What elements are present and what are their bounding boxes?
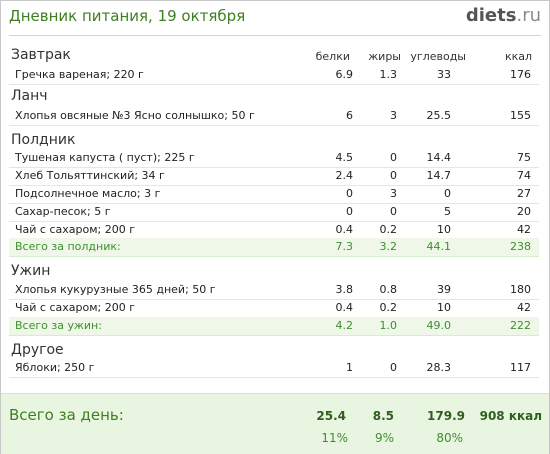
column-header-fat: жиры — [368, 50, 401, 63]
food-kcal: 117 — [510, 361, 531, 374]
food-fat: 0.2 — [379, 223, 398, 236]
meal-total-row-dinner: Всего за ужин: 4.2 1.0 49.0 222 — [9, 317, 539, 336]
total-protein: 4.2 — [335, 319, 354, 332]
food-protein: 0 — [346, 205, 353, 218]
column-header-kcal: ккал — [504, 50, 532, 63]
food-carbs: 39 — [437, 283, 451, 296]
day-total-carbs: 179.9 — [427, 409, 465, 423]
food-row: Гречка вареная; 220 г 6.9 1.3 33 176 — [9, 66, 539, 85]
food-row: Тушеная капуста ( пуст); 225 г 4.5 0 14.… — [9, 149, 539, 168]
food-name: Сахар-песок; 5 г — [15, 205, 111, 218]
food-fat: 0 — [390, 361, 397, 374]
food-carbs: 10 — [437, 223, 451, 236]
total-label: Всего за полдник: — [15, 240, 121, 253]
column-header-protein: белки — [315, 50, 350, 63]
food-name: Гречка вареная; 220 г — [15, 68, 144, 81]
food-kcal: 176 — [510, 68, 531, 81]
food-carbs: 14.7 — [426, 169, 452, 182]
food-carbs: 33 — [437, 68, 451, 81]
food-fat: 3 — [390, 109, 397, 122]
food-protein: 1 — [346, 361, 353, 374]
day-fat-percent: 9% — [374, 431, 394, 445]
food-protein: 3.8 — [335, 283, 354, 296]
day-total-fat: 8.5 — [372, 409, 394, 423]
food-carbs: 14.4 — [426, 151, 452, 164]
food-fat: 0 — [390, 151, 397, 164]
food-kcal: 20 — [517, 205, 531, 218]
food-fat: 0.2 — [379, 301, 398, 314]
total-fat: 1.0 — [379, 319, 398, 332]
page-title: Дневник питания, 19 октября — [9, 7, 246, 25]
food-name: Чай с сахаром; 200 г — [15, 301, 135, 314]
food-protein: 6.9 — [335, 68, 354, 81]
food-carbs: 25.5 — [426, 109, 452, 122]
total-label: Всего за ужин: — [15, 319, 102, 332]
food-row: Хлеб Тольяттинский; 34 г 2.4 0 14.7 74 — [9, 167, 539, 186]
food-row: Чай с сахаром; 200 г 0.4 0.2 10 42 — [9, 299, 539, 318]
food-kcal: 75 — [517, 151, 531, 164]
food-name: Яблоки; 250 г — [15, 361, 95, 374]
day-total-protein: 25.4 — [316, 409, 346, 423]
food-name: Подсолнечное масло; 3 г — [15, 187, 161, 200]
food-protein: 6 — [346, 109, 353, 122]
food-name: Тушеная капуста ( пуст); 225 г — [15, 151, 195, 164]
logo-tld: .ru — [516, 5, 541, 26]
food-row: Хлопья овсяные №3 Ясно солнышко; 50 г 6 … — [9, 107, 539, 126]
day-protein-percent: 11% — [321, 431, 348, 445]
food-carbs: 0 — [444, 187, 451, 200]
food-name: Хлопья кукурузные 365 дней; 50 г — [15, 283, 216, 296]
food-carbs: 28.3 — [426, 361, 452, 374]
day-total-label: Всего за день: — [9, 406, 124, 424]
total-kcal: 238 — [510, 240, 531, 253]
food-carbs: 10 — [437, 301, 451, 314]
food-protein: 0 — [346, 187, 353, 200]
meal-title-breakfast: Завтрак — [11, 47, 71, 63]
column-header-carbs: углеводы — [410, 50, 466, 63]
food-row: Сахар-песок; 5 г 0 0 5 20 — [9, 203, 539, 222]
food-row: Хлопья кукурузные 365 дней; 50 г 3.8 0.8… — [9, 281, 539, 300]
total-carbs: 49.0 — [426, 319, 452, 332]
food-kcal: 42 — [517, 223, 531, 236]
food-fat: 0 — [390, 205, 397, 218]
header-divider — [9, 35, 541, 36]
food-name: Хлеб Тольяттинский; 34 г — [15, 169, 165, 182]
food-name: Хлопья овсяные №3 Ясно солнышко; 50 г — [15, 109, 255, 122]
header: Дневник питания, 19 октября diets.ru — [9, 5, 541, 31]
meal-title-other: Другое — [11, 342, 64, 358]
food-fat: 1.3 — [379, 68, 398, 81]
meal-title-snack: Полдник — [11, 132, 76, 148]
day-total-panel: Всего за день: 25.4 8.5 179.9 908 ккал 1… — [1, 393, 549, 454]
logo-main: diets — [465, 5, 517, 26]
food-kcal: 155 — [510, 109, 531, 122]
food-protein: 2.4 — [335, 169, 354, 182]
meal-title-lunch: Ланч — [11, 88, 48, 104]
meal-title-dinner: Ужин — [11, 263, 51, 279]
food-name: Чай с сахаром; 200 г — [15, 223, 135, 236]
food-protein: 4.5 — [335, 151, 354, 164]
food-row: Подсолнечное масло; 3 г 0 3 0 27 — [9, 185, 539, 204]
food-kcal: 42 — [517, 301, 531, 314]
total-fat: 3.2 — [379, 240, 398, 253]
food-fat: 3 — [390, 187, 397, 200]
food-protein: 0.4 — [335, 223, 354, 236]
food-kcal: 27 — [517, 187, 531, 200]
total-carbs: 44.1 — [426, 240, 452, 253]
food-carbs: 5 — [444, 205, 451, 218]
food-kcal: 74 — [517, 169, 531, 182]
total-protein: 7.3 — [335, 240, 354, 253]
meal-total-row-snack: Всего за полдник: 7.3 3.2 44.1 238 — [9, 238, 539, 257]
food-fat: 0 — [390, 169, 397, 182]
food-protein: 0.4 — [335, 301, 354, 314]
food-fat: 0.8 — [379, 283, 398, 296]
food-kcal: 180 — [510, 283, 531, 296]
food-row: Яблоки; 250 г 1 0 28.3 117 — [9, 359, 539, 378]
day-carbs-percent: 80% — [436, 431, 463, 445]
total-kcal: 222 — [510, 319, 531, 332]
site-logo[interactable]: diets.ru — [466, 5, 541, 26]
day-total-kcal: 908 ккал — [479, 409, 542, 423]
